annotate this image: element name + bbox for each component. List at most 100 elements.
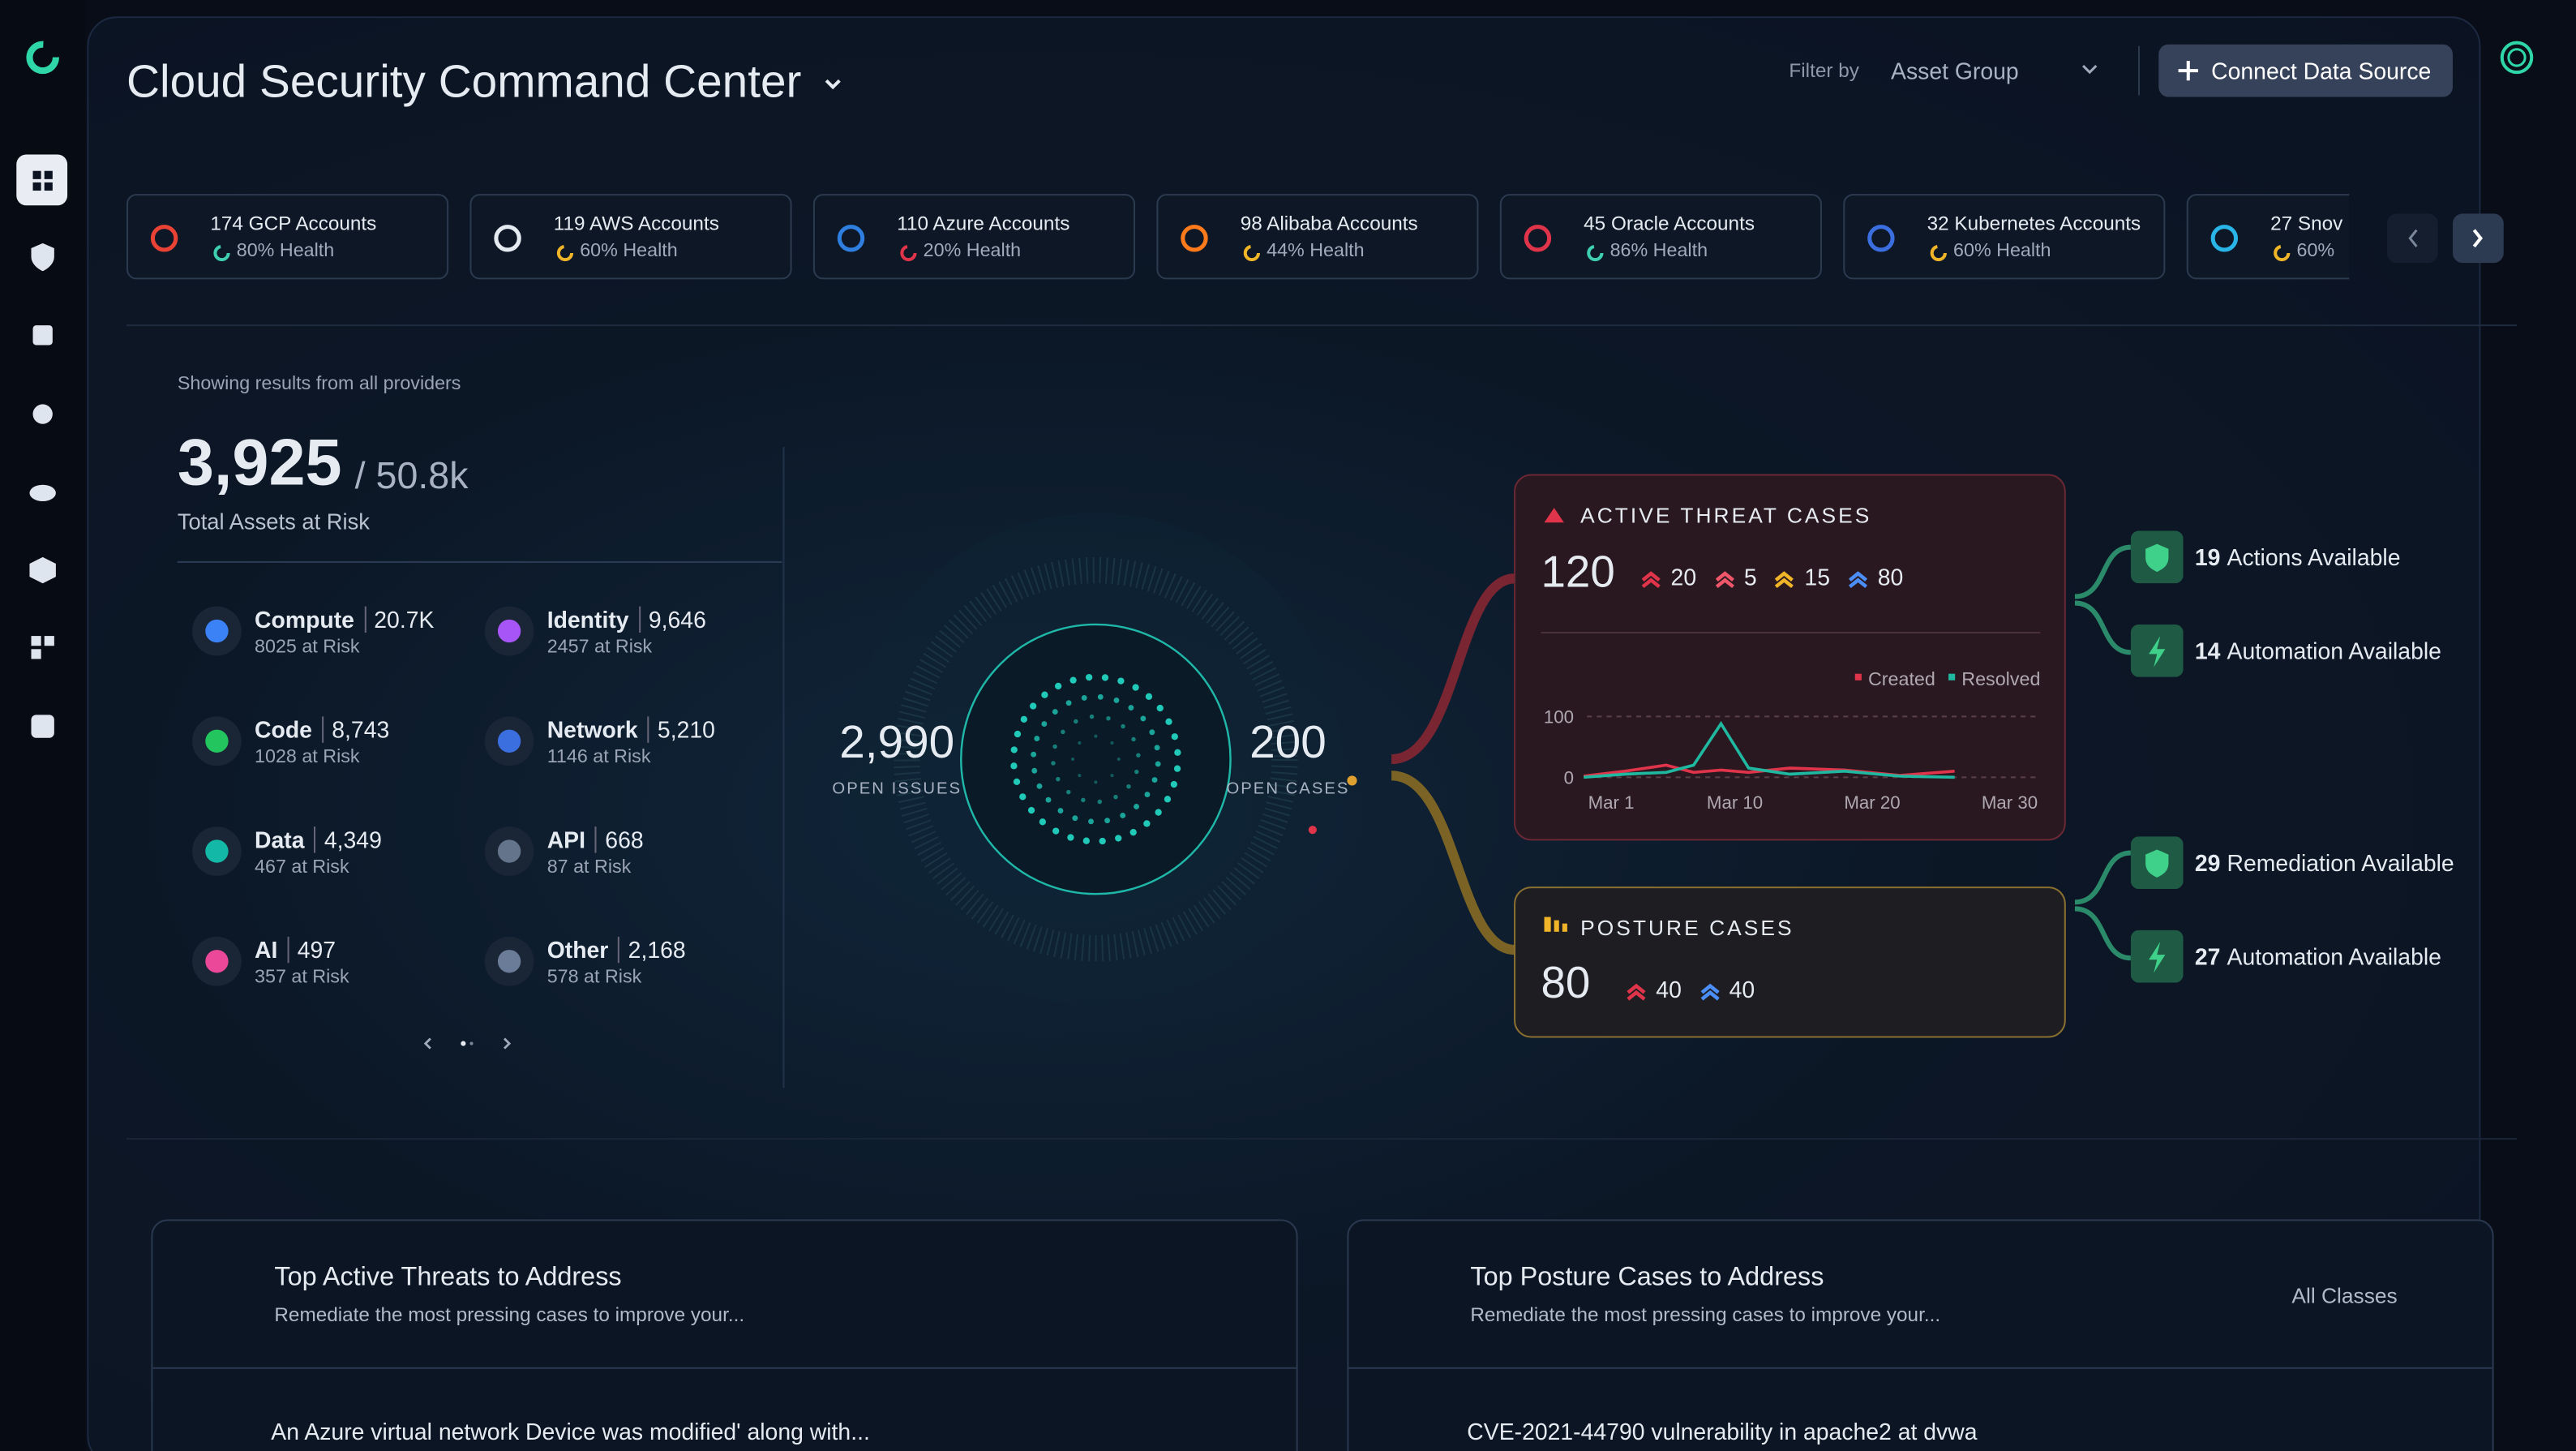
- posture-title: POSTURE CASES: [1580, 915, 1794, 940]
- health-label: 44% Health: [1267, 241, 1365, 262]
- asset-head: Data 4,349: [255, 826, 382, 853]
- filter-label: Filter by: [1789, 58, 1859, 83]
- connect-button[interactable]: Connect Data Source: [2211, 57, 2432, 84]
- health-icon: [2274, 244, 2291, 262]
- asset-icon: [192, 716, 242, 766]
- asset-risk: 1146 at Risk: [546, 747, 651, 768]
- asset-name: Identity: [546, 606, 629, 633]
- action-text[interactable]: 27 Automation Available: [2195, 943, 2441, 969]
- icon-shape: [2210, 225, 2239, 252]
- provider-icon: [2210, 225, 2239, 252]
- provider-icon: [1524, 225, 1552, 252]
- threat-title: ACTIVE THREAT CASES: [1580, 502, 1872, 528]
- threat-row[interactable]: An Azure virtual network Device was modi…: [271, 1418, 870, 1445]
- asset-risk: 1028 at Risk: [255, 747, 360, 768]
- severity-icon: [1699, 984, 1719, 1002]
- provider-icon: [1867, 225, 1895, 252]
- account-card[interactable]: 45 Oracle Accounts 86% Health: [1499, 194, 1822, 280]
- health-icon: [1243, 244, 1261, 262]
- account-card[interactable]: 32 Kubernetes Accounts 60% Health: [1843, 194, 2166, 280]
- filter-dropdown[interactable]: Asset Group: [1891, 57, 2019, 84]
- threats-panel: Top Active Threats to Address Remediate …: [151, 1219, 1298, 1451]
- health-icon: [1587, 244, 1604, 262]
- health-arc: [1243, 244, 1261, 262]
- sidebar: [0, 0, 86, 1451]
- account-label: 27 Snov: [2270, 212, 2343, 235]
- asset-icon: [192, 826, 242, 876]
- icon-dot: [205, 729, 229, 753]
- action-count: 19: [2194, 543, 2221, 571]
- severity-icon: [1627, 984, 1646, 1002]
- icon-dot: [497, 950, 521, 973]
- asset-icon: [192, 606, 242, 656]
- asset-head: API 668: [547, 826, 644, 853]
- provider-icon: [150, 225, 178, 252]
- icon-shape: [1181, 225, 1208, 252]
- open-issues-label: OPEN ISSUES: [832, 780, 962, 799]
- asset-icon: [484, 826, 534, 876]
- posture-row[interactable]: CVE-2021-44790 vulnerability in apache2 …: [1467, 1418, 1978, 1445]
- action-icon: [2130, 929, 2184, 983]
- icon-dot: [497, 839, 521, 863]
- account-card[interactable]: 27 Snov 60%: [2186, 194, 2350, 280]
- asset-head: Compute 20.7K: [255, 606, 435, 633]
- asset-head: Other 2,168: [547, 936, 686, 964]
- severity-icon: [1848, 571, 1867, 589]
- chevron: [1715, 571, 1734, 589]
- asset-head: AI 497: [255, 936, 336, 964]
- health-arc: [556, 244, 574, 262]
- account-card[interactable]: 174 GCP Accounts 80% Health: [126, 194, 449, 280]
- action-label: Remediation Available: [2227, 849, 2454, 876]
- action-count: 27: [2194, 942, 2221, 970]
- provider-icon: [1181, 225, 1208, 252]
- health-label: 80% Health: [236, 241, 335, 262]
- asset-count: 9,646: [638, 606, 706, 633]
- health-arc: [900, 244, 917, 262]
- account-label: 110 Azure Accounts: [897, 212, 1070, 235]
- asset-name: AI: [255, 936, 278, 964]
- account-label: 32 Kubernetes Accounts: [1927, 212, 2141, 235]
- series-line: [1584, 720, 1955, 779]
- asset-count: 20.7K: [364, 606, 435, 633]
- action-text[interactable]: 29 Remediation Available: [2195, 849, 2454, 875]
- account-label: 119 AWS Accounts: [553, 212, 719, 235]
- health-arc: [2274, 244, 2291, 262]
- health-label: 20% Health: [923, 241, 1022, 262]
- asset-risk: 8025 at Risk: [255, 637, 360, 658]
- health-icon: [1930, 244, 1947, 262]
- health-icon: [556, 244, 574, 262]
- account-card[interactable]: 98 Alibaba Accounts 44% Health: [1156, 194, 1479, 280]
- open-cases-label: OPEN CASES: [1226, 780, 1350, 799]
- account-label: 98 Alibaba Accounts: [1240, 212, 1418, 235]
- asset-icon: [484, 716, 534, 766]
- asset-count: 2,168: [618, 936, 686, 964]
- sidebar-icons: [16, 41, 68, 738]
- badge-value: 5: [1743, 563, 1757, 590]
- threat-badges: 20 5 15 80: [1638, 564, 1903, 590]
- account-label: 45 Oracle Accounts: [1584, 212, 1755, 235]
- icon-shape: [494, 225, 521, 252]
- asset-name: Network: [546, 716, 638, 743]
- asset-count: 497: [287, 936, 336, 964]
- panel-subtitle: Remediate the most pressing cases to imp…: [274, 1303, 745, 1327]
- badge-value: 40: [1656, 976, 1682, 1002]
- action-text[interactable]: 19 Actions Available: [2195, 544, 2401, 570]
- action-text[interactable]: 14 Automation Available: [2195, 637, 2441, 663]
- icon-glyph: [2149, 636, 2166, 668]
- posture-badges: 40 40: [1623, 977, 1755, 1003]
- asset-count: 4,349: [314, 826, 382, 853]
- health-label: 60% Health: [580, 241, 678, 262]
- badge-value: 80: [1877, 563, 1904, 590]
- total-assets: / 50.8k: [354, 453, 469, 496]
- account-label: 174 GCP Accounts: [210, 212, 377, 235]
- page-title[interactable]: Cloud Security Command Center: [126, 55, 802, 107]
- action-icon: [2130, 624, 2184, 677]
- provider-icon: [494, 225, 521, 252]
- asset-icon: [484, 606, 534, 656]
- account-card[interactable]: 110 Azure Accounts 20% Health: [812, 194, 1136, 280]
- severity-icon: [1641, 571, 1661, 589]
- class-filter[interactable]: All Classes: [2291, 1283, 2398, 1308]
- account-card[interactable]: 119 AWS Accounts 60% Health: [469, 194, 792, 280]
- at-risk-label: Total Assets at Risk: [177, 509, 370, 534]
